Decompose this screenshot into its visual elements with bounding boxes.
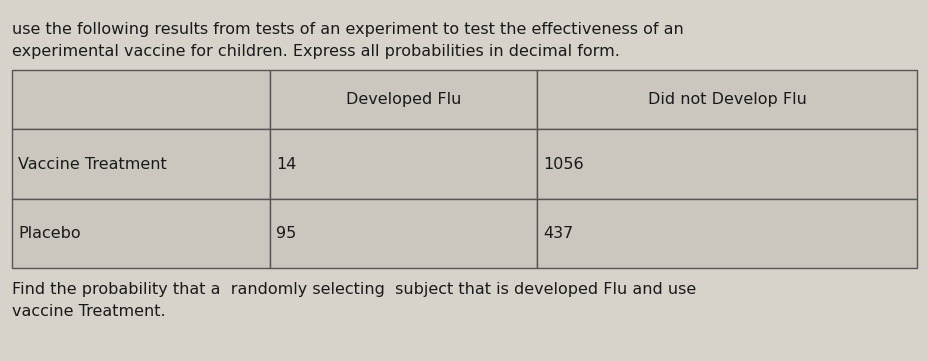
Text: 95: 95	[276, 226, 296, 241]
Text: use the following results from tests of an experiment to test the effectiveness : use the following results from tests of …	[12, 22, 683, 37]
Bar	[12, 129, 270, 199]
Bar	[270, 129, 536, 199]
Text: experimental vaccine for children. Express all probabilities in decimal form.: experimental vaccine for children. Expre…	[12, 44, 619, 59]
Bar	[12, 199, 270, 268]
Text: Find the probability that a  randomly selecting  subject that is developed Flu a: Find the probability that a randomly sel…	[12, 282, 695, 297]
Text: Vaccine Treatment: Vaccine Treatment	[18, 157, 166, 171]
Text: 437: 437	[542, 226, 573, 241]
Bar	[536, 129, 916, 199]
Text: Did not Develop Flu: Did not Develop Flu	[647, 92, 806, 107]
Bar	[536, 70, 916, 129]
Text: 14: 14	[276, 157, 296, 171]
Text: Placebo: Placebo	[18, 226, 81, 241]
Bar	[536, 199, 916, 268]
Text: Developed Flu: Developed Flu	[345, 92, 460, 107]
Bar	[12, 70, 270, 129]
Bar	[270, 199, 536, 268]
Text: vaccine Treatment.: vaccine Treatment.	[12, 304, 165, 319]
Bar	[270, 70, 536, 129]
Text: 1056: 1056	[542, 157, 583, 171]
